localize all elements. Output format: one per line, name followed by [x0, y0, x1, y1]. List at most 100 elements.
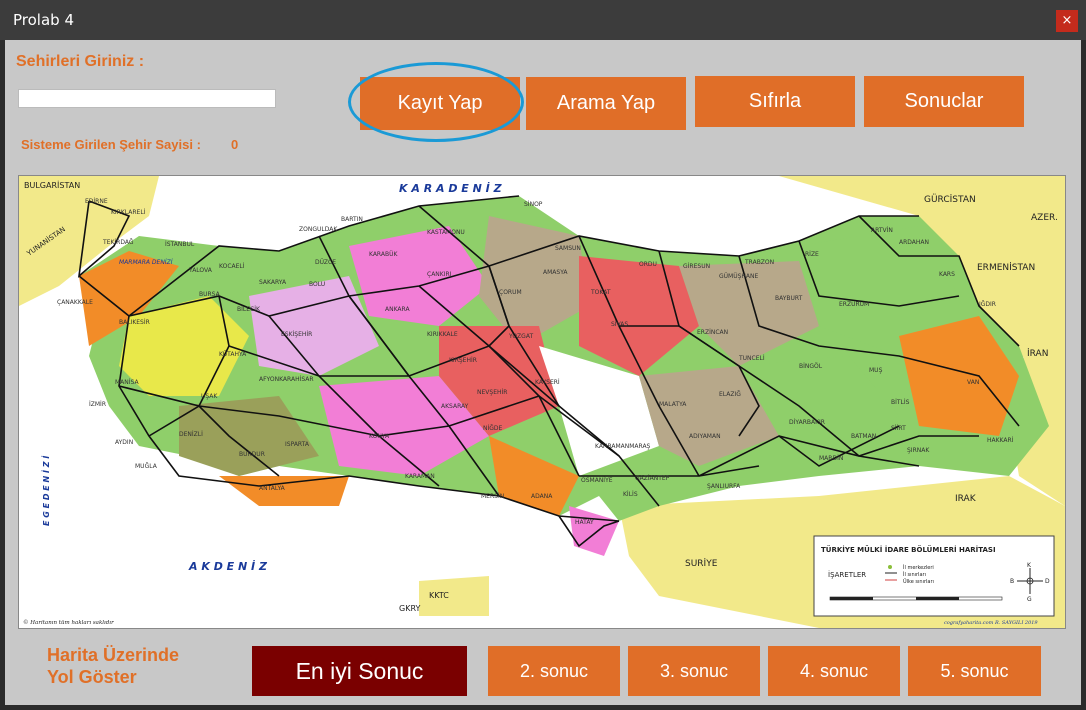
- city-label: ÇORUM: [499, 289, 522, 296]
- country-gkry: GKRY: [399, 604, 420, 613]
- close-button[interactable]: ×: [1056, 10, 1078, 32]
- aegean-label: E G E D E N İ Z İ: [41, 456, 51, 526]
- city-label: MALATYA: [659, 401, 687, 408]
- map-credit: cografyaharita.com R. SAYGILI 2019: [944, 620, 1038, 626]
- city-label: NİĞDE: [483, 425, 503, 432]
- result-5-button[interactable]: 5. sonuc: [908, 646, 1041, 696]
- city-count-value: 0: [231, 137, 239, 152]
- city-label: KOCAELİ: [219, 263, 245, 270]
- country-iran: İRAN: [1027, 348, 1048, 359]
- city-label: KAHRAMANMARAŞ: [595, 443, 651, 450]
- city-label: DENİZLİ: [179, 431, 203, 438]
- black-sea-label: K A R A D E N İ Z: [399, 181, 503, 195]
- city-label: TRABZON: [744, 259, 774, 266]
- city-label: HATAY: [575, 519, 594, 526]
- marmara-label: MARMARA DENİZİ: [119, 259, 173, 266]
- window-title: Prolab 4: [13, 11, 74, 29]
- city-label: ARTVİN: [871, 227, 893, 234]
- city-label: SİNOP: [524, 201, 543, 208]
- city-label: BATMAN: [851, 433, 876, 440]
- legend-item: Ülke sınırları: [903, 578, 934, 585]
- city-label: ERZİNCAN: [697, 329, 728, 336]
- city-label: IĞDIR: [979, 301, 996, 308]
- city-input[interactable]: [18, 89, 276, 108]
- city-count-label: Sisteme Girilen Şehir Sayisi :: [21, 137, 201, 152]
- city-label: BALIKESİR: [119, 319, 150, 326]
- city-label: KASTAMONU: [427, 229, 465, 236]
- country-armenia: ERMENİSTAN: [977, 262, 1035, 273]
- results-button[interactable]: Sonuclar: [864, 76, 1024, 127]
- city-label: SAKARYA: [259, 279, 287, 286]
- city-label: İZMİR: [89, 401, 106, 408]
- close-icon: ×: [1061, 13, 1073, 28]
- city-label: ESKİŞEHİR: [281, 331, 312, 338]
- country-syria: SURİYE: [685, 558, 718, 569]
- search-button[interactable]: Arama Yap: [526, 77, 686, 130]
- city-label: AFYONKARAHİSAR: [259, 376, 314, 383]
- city-label: SİİRT: [891, 425, 906, 432]
- reset-button[interactable]: Sıfırla: [695, 76, 855, 127]
- city-label: SİVAS: [611, 321, 628, 328]
- city-label: KONYA: [369, 433, 390, 440]
- city-label: VAN: [967, 379, 979, 386]
- city-label: GÜMÜŞHANE: [719, 273, 759, 280]
- result-3-button[interactable]: 3. sonuc: [628, 646, 760, 696]
- city-label: ISPARTA: [285, 441, 310, 448]
- city-label: KAYSERİ: [535, 379, 560, 386]
- city-label: DİYARBAKIR: [789, 419, 825, 426]
- compass-icon: K B D G: [1010, 562, 1050, 603]
- result-2-button[interactable]: 2. sonuc: [488, 646, 620, 696]
- city-label: BURDUR: [239, 451, 265, 458]
- result-4-button[interactable]: 4. sonuc: [768, 646, 900, 696]
- country-iraq: IRAK: [955, 494, 977, 504]
- city-label: TUNCELİ: [738, 355, 765, 362]
- city-label: AYDIN: [115, 439, 133, 446]
- city-label: ANTALYA: [259, 485, 286, 492]
- city-label: BOLU: [309, 281, 325, 288]
- city-label: DÜZCE: [315, 259, 336, 266]
- main-form: Sehirleri Giriniz : Sisteme Girilen Şehi…: [5, 40, 1081, 705]
- city-label: MUŞ: [869, 367, 883, 374]
- compass-north: K: [1027, 562, 1032, 569]
- map-canvas: K A R A D E N İ Z A K D E N İ Z MARMARA …: [19, 176, 1065, 628]
- legend-item: İl merkezleri: [903, 564, 934, 571]
- country-georgia: GÜRCİSTAN: [924, 194, 976, 205]
- city-label: KARAMAN: [405, 473, 435, 480]
- turkey-map: K A R A D E N İ Z A K D E N İ Z MARMARA …: [18, 175, 1066, 629]
- city-label: ŞIRNAK: [907, 447, 930, 454]
- city-label: ADIYAMAN: [689, 433, 721, 440]
- city-label: OSMANİYE: [581, 477, 613, 484]
- city-label: ÇANAKKALE: [57, 299, 93, 306]
- city-label: KARS: [939, 271, 955, 278]
- city-label: KIRŞEHİR: [449, 357, 477, 364]
- city-label: ARDAHAN: [899, 239, 929, 246]
- city-label: MANİSA: [115, 379, 139, 386]
- city-label: ÇANKIRI: [427, 271, 452, 278]
- city-label: MARDİN: [819, 455, 843, 462]
- compass-south: G: [1027, 596, 1032, 603]
- city-label: NEVŞEHİR: [477, 389, 507, 396]
- city-label: AMASYA: [543, 269, 568, 276]
- country-bulgaria: BULGARİSTAN: [24, 180, 80, 190]
- city-label: ORDU: [639, 261, 657, 268]
- city-label: ANKARA: [385, 306, 410, 313]
- city-label: RİZE: [805, 251, 819, 258]
- country-kktc: KKTC: [429, 591, 449, 600]
- title-bar: Prolab 4 ×: [0, 0, 1086, 40]
- city-label: EDİRNE: [85, 198, 108, 205]
- city-label: YALOVA: [188, 267, 213, 274]
- city-label: KİLİS: [623, 491, 638, 498]
- city-label: ZONGULDAK: [299, 226, 338, 233]
- city-label: GAZİANTEP: [635, 475, 670, 482]
- city-label: ERZURUM: [839, 301, 869, 308]
- mediterranean-label: A K D E N İ Z: [188, 559, 268, 573]
- best-result-button[interactable]: En iyi Sonuc: [252, 646, 467, 696]
- city-label: BİLECİK: [237, 306, 261, 313]
- city-label: BİNGÖL: [799, 363, 823, 370]
- map-copyright: © Haritanın tüm hakları saklıdır: [23, 619, 114, 626]
- save-button[interactable]: Kayıt Yap: [360, 77, 520, 130]
- city-label: MUĞLA: [135, 463, 158, 470]
- city-label: KIRIKKALE: [427, 331, 458, 338]
- city-label: HAKKARİ: [987, 437, 1014, 444]
- city-label: BURSA: [199, 291, 221, 298]
